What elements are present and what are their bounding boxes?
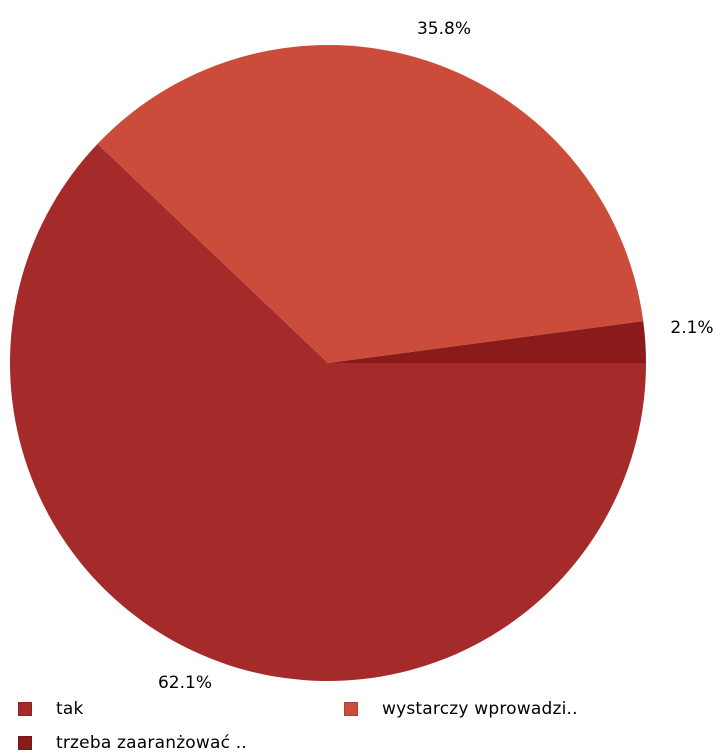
slice-value-label-0: 62.1%: [158, 673, 212, 693]
pie-slices: [9, 44, 646, 681]
slice-value-label-2: 2.1%: [670, 318, 713, 338]
pie-slice-1[interactable]: [97, 44, 644, 363]
pie-slice-2[interactable]: [328, 321, 646, 363]
legend-item-wystarczy[interactable]: wystarczy wprowadzi..: [344, 697, 578, 721]
pie-slice-0[interactable]: [9, 143, 646, 681]
slice-labels: 62.1% 35.8% 2.1%: [158, 19, 714, 693]
legend-swatch: [18, 736, 32, 750]
legend-item-tak[interactable]: tak: [18, 697, 84, 721]
legend-swatch: [18, 702, 32, 716]
legend-label: trzeba zaaranżować ..: [56, 733, 247, 753]
legend-item-trzeba[interactable]: trzeba zaaranżować ..: [18, 731, 247, 755]
slice-value-label-1: 35.8%: [417, 19, 471, 39]
legend-label: tak: [56, 699, 84, 719]
legend-label: wystarczy wprowadzi..: [382, 699, 578, 719]
legend-swatch: [344, 702, 358, 716]
